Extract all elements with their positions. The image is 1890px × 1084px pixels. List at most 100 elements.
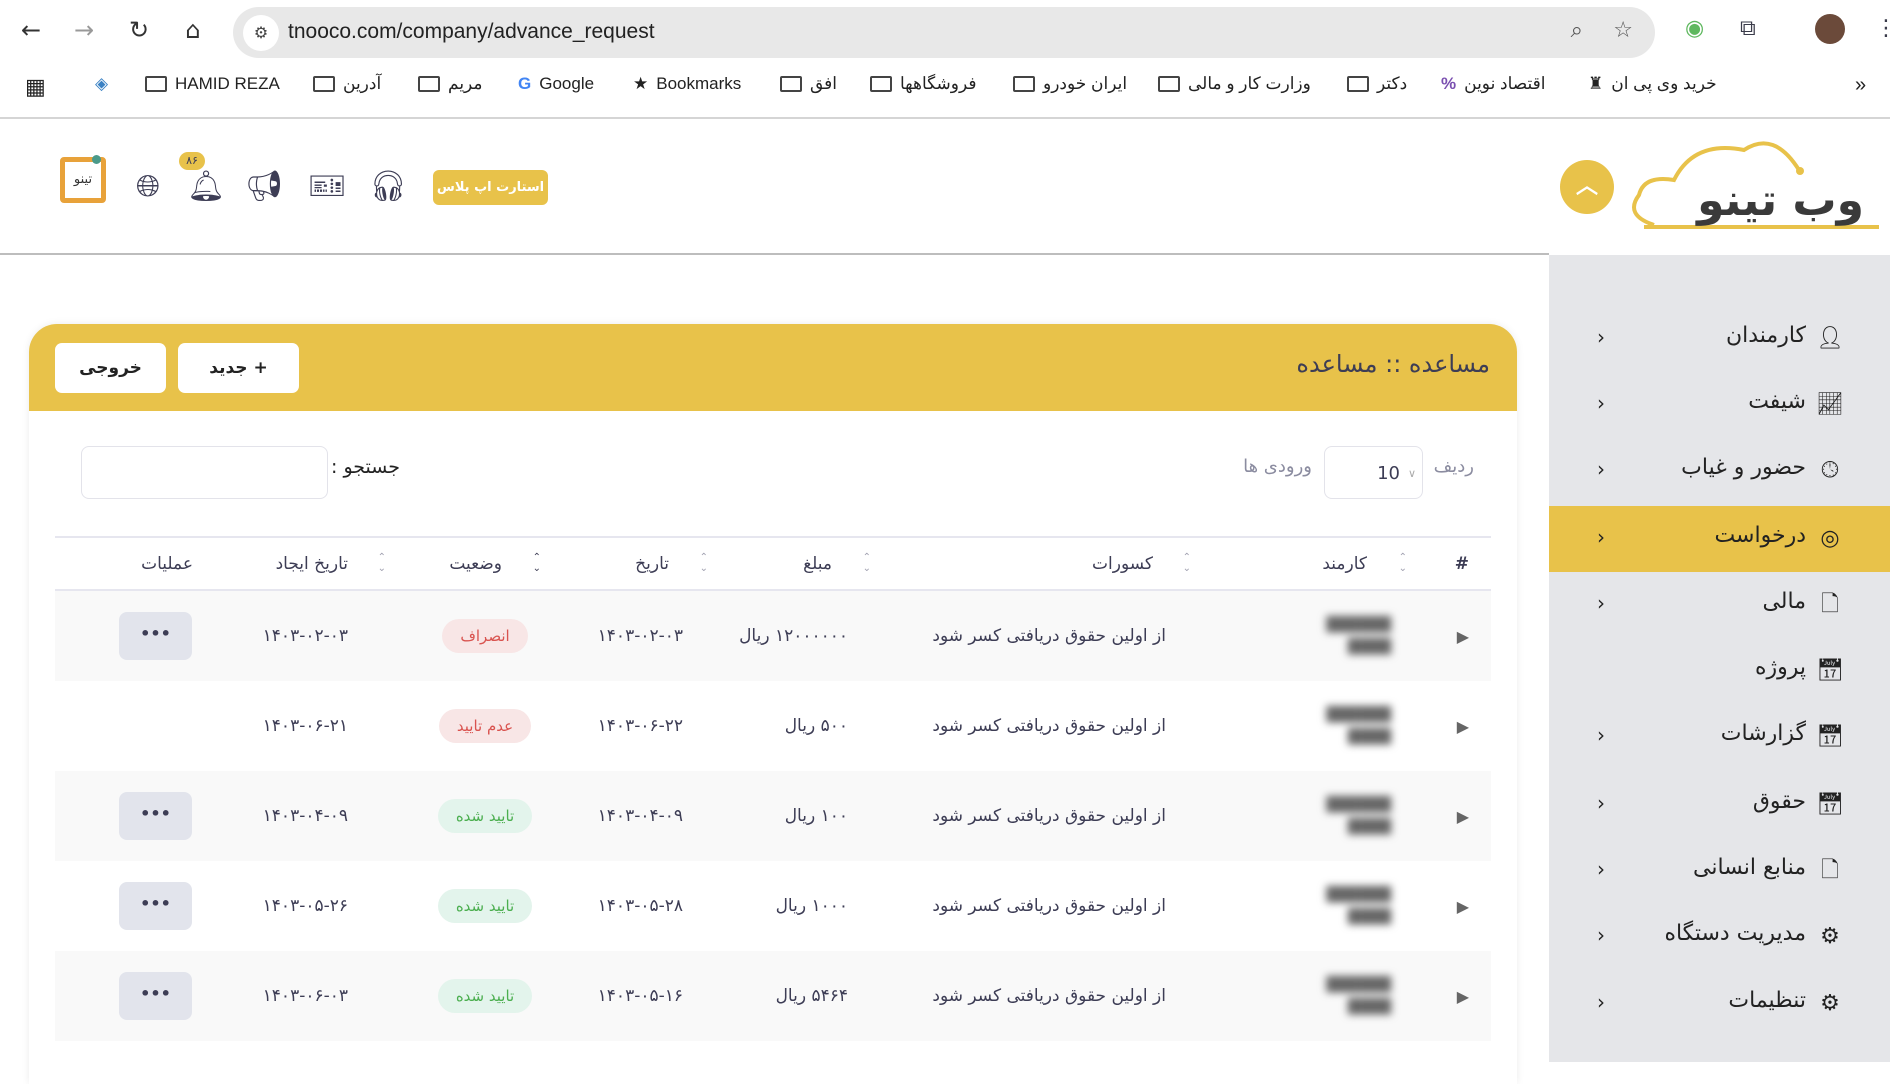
zoom-icon[interactable]: ⌕ xyxy=(1570,18,1583,43)
table-row[interactable]: ▶ ██████ ████ از اولین حقوق دریافتی کسر ش… xyxy=(55,681,1491,771)
expand-row-icon[interactable]: ▶ xyxy=(1456,626,1469,646)
folder-icon xyxy=(1158,76,1180,92)
new-button[interactable]: + جدید xyxy=(178,343,299,393)
address-bar[interactable]: ⚙ tnooco.com/company/advance_request ⌕ ☆ xyxy=(233,7,1655,58)
deduction-cell: از اولین حقوق دریافتی کسر شود xyxy=(932,896,1166,916)
sidebar-item-shift[interactable]: 📈︎ شیفت ‹ xyxy=(1549,372,1890,438)
bookmark-item[interactable]: آدرین xyxy=(313,74,381,94)
chevron-left-icon: ‹ xyxy=(1597,990,1605,1014)
bookmark-label: وزارت کار و مالی xyxy=(1188,74,1311,93)
sidebar-item-employees[interactable]: 👤︎ کارمندان ‹ xyxy=(1549,306,1890,372)
upgrade-plan-button[interactable]: استارت اپ پلاس xyxy=(433,170,548,205)
sidebar-item-label: تنظیمات xyxy=(1728,988,1806,1013)
card-header: مساعده :: مساعده + جدید خروجی xyxy=(29,324,1517,411)
column-header-employee[interactable]: کارمند xyxy=(1322,553,1367,574)
star-icon[interactable]: ☆ xyxy=(1613,18,1633,43)
date-cell: ۱۴۰۳-۰۵-۱۶ xyxy=(597,986,683,1006)
bookmark-logo-icon[interactable]: ◈ xyxy=(95,74,109,93)
sidebar-item-device-management[interactable]: ⚙ مدیریت دستگاه ‹ xyxy=(1549,904,1890,970)
sidebar-item-settings[interactable]: ⚙ تنظیمات ‹ xyxy=(1549,971,1890,1037)
site-settings-icon[interactable]: ⚙ xyxy=(243,15,279,51)
page-length-select[interactable]: 10 ∨ xyxy=(1324,446,1423,499)
export-button[interactable]: خروجی xyxy=(55,343,166,393)
sort-desc-icon[interactable]: ⌃ ⌄ xyxy=(532,552,541,574)
bookmark-item[interactable]: G Google xyxy=(518,74,594,94)
calendar-clock-icon: 📅︎ xyxy=(1816,792,1844,817)
sidebar-item-salary[interactable]: 📅︎ حقوق ‹ xyxy=(1549,772,1890,838)
column-header-index[interactable]: # xyxy=(1454,553,1469,574)
bookmark-label: آدرین xyxy=(343,74,382,93)
file-icon: 🗋 xyxy=(1821,592,1839,617)
reload-icon[interactable]: ↻ xyxy=(128,16,150,44)
sort-icon[interactable]: ⌃ ⌄ xyxy=(699,552,708,574)
bookmark-item[interactable]: ایران خودرو xyxy=(1013,74,1127,94)
sidebar-item-project[interactable]: 📅︎ پروژه xyxy=(1549,638,1890,704)
table-row[interactable]: ▶ ██████ ████ از اولین حقوق دریافتی کسر ش… xyxy=(55,951,1491,1041)
requests-table: # کارمند ⌃ ⌄ کسورات ⌃ ⌄ مبلغ ⌃ ⌄ تاریخ ⌃ ⌄ و… xyxy=(55,536,1491,1041)
more-actions-button[interactable]: ••• xyxy=(119,612,192,660)
globe-icon[interactable]: 🌐︎ xyxy=(136,169,160,204)
sidebar-item-hr[interactable]: 🗋 منابع انسانی ‹ xyxy=(1549,838,1890,904)
sort-icon[interactable]: ⌃ ⌄ xyxy=(1182,552,1191,574)
table-row[interactable]: ▶ ██████ ████ از اولین حقوق دریافتی کسر ش… xyxy=(55,861,1491,951)
headset-icon[interactable]: 🎧︎ xyxy=(368,169,408,204)
bookmark-item[interactable]: دکتر xyxy=(1347,74,1407,94)
table-row[interactable]: ▶ ██████ ████ از اولین حقوق دریافتی کسر ش… xyxy=(55,591,1491,681)
extensions-puzzle-icon[interactable]: ⧉ xyxy=(1740,16,1756,41)
more-actions-button[interactable]: ••• xyxy=(119,792,192,840)
sort-icon[interactable]: ⌃ ⌄ xyxy=(1398,552,1407,574)
column-header-created[interactable]: تاریخ ایجاد xyxy=(275,553,348,574)
sort-icon[interactable]: ⌃ ⌄ xyxy=(377,552,386,574)
expand-row-icon[interactable]: ▶ xyxy=(1456,896,1469,916)
bookmarks-bar: ▦ ◈ HAMID REZA آدرین مریم G Google ★ Bookm… xyxy=(0,70,1890,106)
ticket-icon[interactable]: 🎫︎ xyxy=(307,169,347,204)
bookmark-label: فروشگاهها xyxy=(900,74,977,93)
column-header-status[interactable]: وضعیت xyxy=(449,553,502,574)
status-badge: انصراف xyxy=(442,619,528,653)
bookmark-item[interactable]: ♜ خرید وی پی ان xyxy=(1588,74,1717,94)
sidebar-item-label: پروژه xyxy=(1754,655,1806,680)
forward-icon[interactable]: → xyxy=(73,16,95,44)
extension-icon[interactable]: ◉ xyxy=(1685,16,1705,41)
bookmark-label: افق xyxy=(810,74,838,93)
status-badge: عدم تایید xyxy=(438,709,532,743)
sidebar-logo-area: ︿ وب تینو xyxy=(1549,119,1890,255)
sidebar-item-attendance[interactable]: 🕓︎ حضور و غیاب ‹ xyxy=(1549,438,1890,504)
bell-icon[interactable]: 🔔︎ xyxy=(186,169,226,204)
home-icon[interactable]: ⌂ xyxy=(185,16,201,44)
column-header-date[interactable]: تاریخ xyxy=(635,553,669,574)
bookmark-item[interactable]: افق xyxy=(780,74,837,94)
bookmark-item[interactable]: فروشگاهها xyxy=(870,74,977,94)
bookmark-item[interactable]: وزارت کار و مالی xyxy=(1158,74,1311,94)
more-actions-button[interactable]: ••• xyxy=(119,882,192,930)
more-bookmarks-icon[interactable]: » xyxy=(1855,74,1867,96)
sidebar-item-finance[interactable]: 🗋 مالی ‹ xyxy=(1549,572,1890,638)
sidebar-item-label: مدیریت دستگاه xyxy=(1664,921,1806,946)
collapse-sidebar-button[interactable]: ︿ xyxy=(1560,160,1614,214)
apps-grid-icon[interactable]: ▦ xyxy=(25,74,46,99)
bookmark-item[interactable]: مریم xyxy=(418,74,483,94)
expand-row-icon[interactable]: ▶ xyxy=(1456,986,1469,1006)
expand-row-icon[interactable]: ▶ xyxy=(1456,806,1469,826)
column-header-deductions[interactable]: کسورات xyxy=(1092,553,1153,574)
sort-icon[interactable]: ⌃ ⌄ xyxy=(862,552,871,574)
back-icon[interactable]: ← xyxy=(20,16,42,44)
company-logo[interactable]: تینو xyxy=(60,157,106,203)
expand-row-icon[interactable]: ▶ xyxy=(1456,716,1469,736)
bookmark-item[interactable]: HAMID REZA xyxy=(145,74,280,94)
megaphone-icon[interactable]: 📢︎ xyxy=(244,169,284,204)
sidebar-item-reports[interactable]: 📅︎ گزارشات ‹ xyxy=(1549,704,1890,770)
table-row[interactable]: ▶ ██████ ████ از اولین حقوق دریافتی کسر ش… xyxy=(55,771,1491,861)
notification-badge: ۸۶ xyxy=(179,152,205,170)
profile-avatar[interactable] xyxy=(1815,14,1845,44)
menu-icon[interactable]: ⋮ xyxy=(1875,16,1890,41)
target-icon: ◎ xyxy=(1820,526,1840,551)
gear-icon: ⚙ xyxy=(1820,924,1840,949)
column-header-amount[interactable]: مبلغ xyxy=(803,553,832,574)
bookmark-item[interactable]: ★ Bookmarks xyxy=(633,74,741,94)
search-input[interactable] xyxy=(81,446,328,499)
more-actions-button[interactable]: ••• xyxy=(119,972,192,1020)
sidebar-item-requests[interactable]: ◎ درخواست ‹ xyxy=(1549,506,1890,572)
bookmark-item[interactable]: % اقتصاد نوین xyxy=(1441,74,1546,94)
length-label: ردیف xyxy=(1433,456,1474,477)
